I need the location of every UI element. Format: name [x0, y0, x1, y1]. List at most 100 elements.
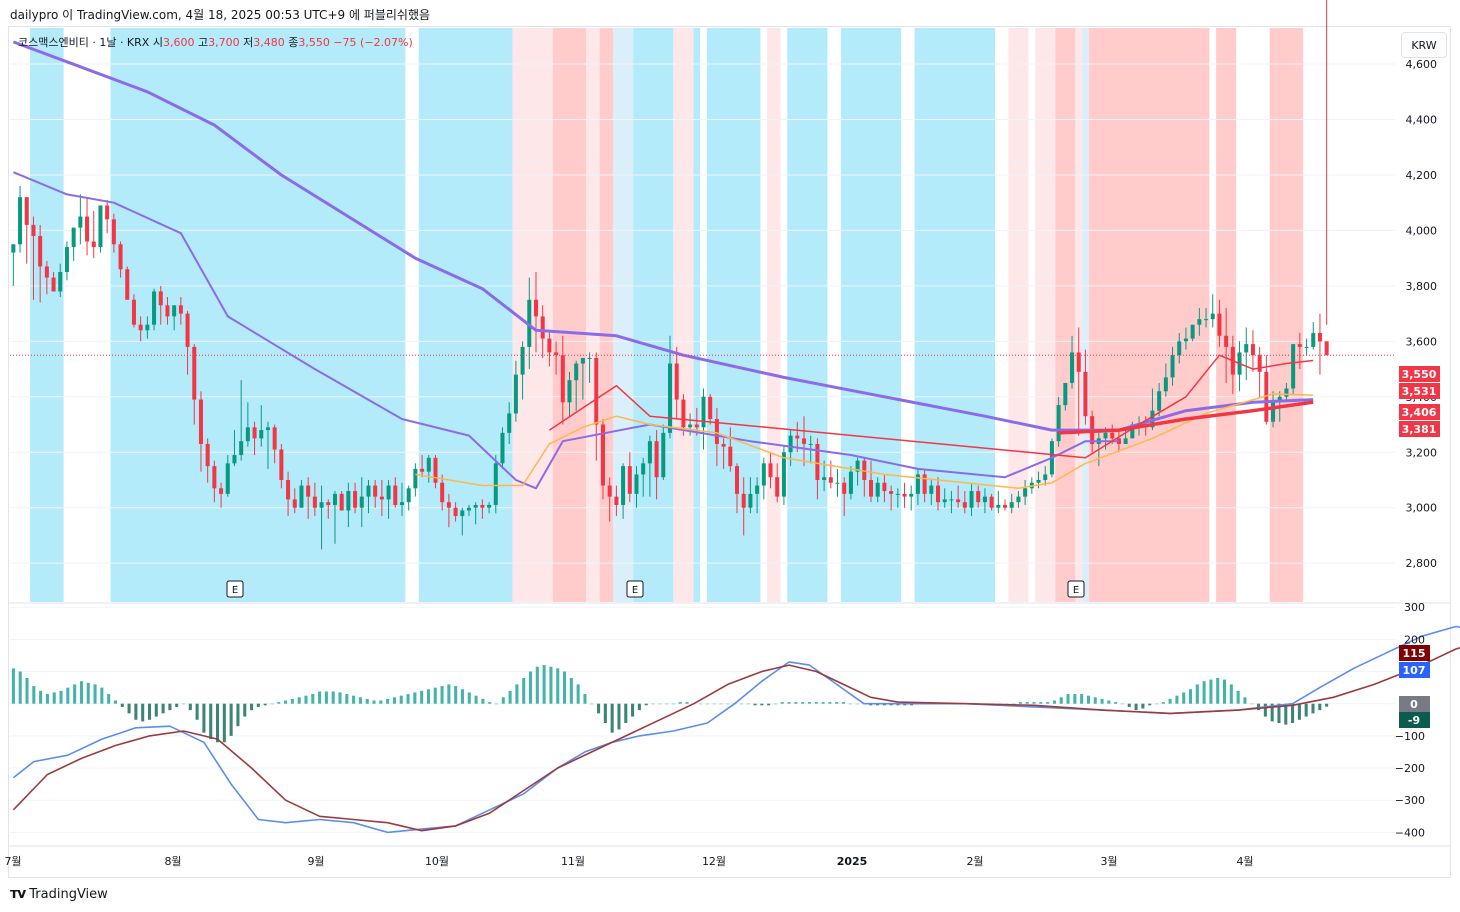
macd-histogram-bar	[1304, 703, 1308, 717]
candle	[1170, 355, 1175, 378]
price-axis-tick: 3,600	[1406, 335, 1438, 348]
candle	[802, 438, 807, 444]
candle	[460, 510, 465, 517]
candle	[1016, 496, 1021, 503]
footer-brand-label: TradingView	[29, 886, 108, 902]
candle	[654, 441, 659, 478]
chart-frame	[8, 26, 1451, 878]
moving-average-line	[548, 354, 1314, 459]
signal-band	[693, 28, 701, 602]
macd-histogram-bar	[807, 702, 812, 704]
candle	[38, 235, 43, 267]
candle	[393, 485, 398, 505]
macd-axis-tick: −200	[1395, 762, 1425, 775]
candle	[768, 463, 773, 478]
candle	[306, 485, 311, 497]
candle	[661, 432, 666, 478]
candle	[1224, 335, 1229, 347]
candle	[1103, 432, 1108, 439]
time-axis-tick: 12월	[702, 855, 726, 868]
macd-histogram-bar	[202, 703, 206, 733]
candle	[1183, 338, 1188, 342]
candle	[761, 463, 766, 486]
signal-band	[1082, 28, 1089, 602]
macd-histogram-bar	[290, 698, 294, 704]
macd-histogram-bar	[624, 703, 628, 723]
macd-histogram-bar	[1175, 695, 1179, 704]
macd-histogram-bar	[352, 695, 356, 704]
macd-histogram-bar	[1107, 700, 1111, 704]
macd-histogram-bar	[420, 690, 424, 704]
macd-value-label: 115	[1403, 647, 1426, 660]
macd-histogram-bar	[882, 703, 886, 706]
macd-histogram-bar	[1202, 681, 1206, 704]
candle	[1083, 371, 1088, 417]
macd-histogram-bar	[488, 702, 492, 704]
signal-band	[1269, 28, 1304, 602]
candle	[1036, 479, 1041, 483]
candle	[788, 435, 793, 453]
macd-histogram-bar	[685, 702, 689, 704]
macd-histogram-bar	[801, 702, 805, 704]
candle	[540, 316, 545, 339]
candle	[567, 380, 572, 403]
macd-histogram-bar	[889, 703, 893, 706]
macd-histogram-bar	[651, 703, 655, 705]
candle	[453, 507, 458, 517]
currency-button[interactable]: KRW	[1401, 32, 1447, 58]
candle	[91, 241, 96, 248]
candle	[433, 457, 438, 483]
macd-histogram-bar	[1223, 679, 1227, 704]
candle	[373, 485, 378, 497]
candle	[319, 502, 324, 508]
macd-histogram-bar	[508, 690, 512, 704]
footer-brand[interactable]: ᴛᴠ TradingView	[10, 886, 108, 902]
candle	[118, 244, 123, 270]
price-badge-label: 3,531	[1402, 385, 1437, 398]
candle	[748, 493, 753, 508]
signal-band	[512, 28, 553, 602]
candle	[641, 463, 646, 475]
macd-histogram-bar	[569, 677, 573, 704]
macd-histogram-bar	[284, 700, 288, 704]
macd-histogram-bar	[522, 677, 526, 704]
candle	[138, 324, 143, 331]
candle	[44, 266, 49, 278]
candle	[1009, 502, 1014, 508]
candle	[1076, 352, 1081, 372]
candle	[721, 443, 726, 447]
macd-histogram-bar	[467, 692, 471, 704]
macd-histogram-bar	[1168, 698, 1172, 704]
candle	[212, 466, 217, 489]
signal-band	[613, 28, 634, 602]
candle	[1197, 319, 1202, 325]
macd-histogram-bar	[18, 671, 22, 704]
macd-histogram-bar	[1291, 703, 1295, 723]
macd-histogram-bar	[73, 684, 77, 704]
candle	[1070, 352, 1075, 383]
macd-histogram-bar	[583, 694, 587, 704]
macd-histogram-bar	[1209, 679, 1213, 704]
signal-band	[673, 28, 694, 602]
candle	[466, 507, 471, 511]
time-axis-tick: 7월	[4, 855, 21, 868]
candle	[131, 299, 136, 325]
macd-histogram-bar	[542, 665, 546, 704]
macd-histogram-bar	[1250, 703, 1254, 705]
macd-histogram-bar	[1284, 703, 1288, 725]
macd-histogram-bar	[1086, 695, 1090, 704]
earnings-marker	[226, 580, 244, 598]
candle	[105, 205, 110, 220]
macd-histogram-bar	[32, 686, 36, 704]
candle	[1250, 344, 1255, 356]
candle	[701, 396, 706, 428]
candle	[286, 479, 291, 500]
macd-histogram-bar	[454, 686, 458, 704]
macd-histogram-bar	[1325, 703, 1329, 707]
candle	[31, 224, 36, 236]
time-axis-tick: 8월	[164, 855, 181, 868]
macd-histogram-bar	[1012, 703, 1016, 705]
macd-histogram-bar	[699, 703, 703, 705]
candle	[366, 485, 371, 497]
